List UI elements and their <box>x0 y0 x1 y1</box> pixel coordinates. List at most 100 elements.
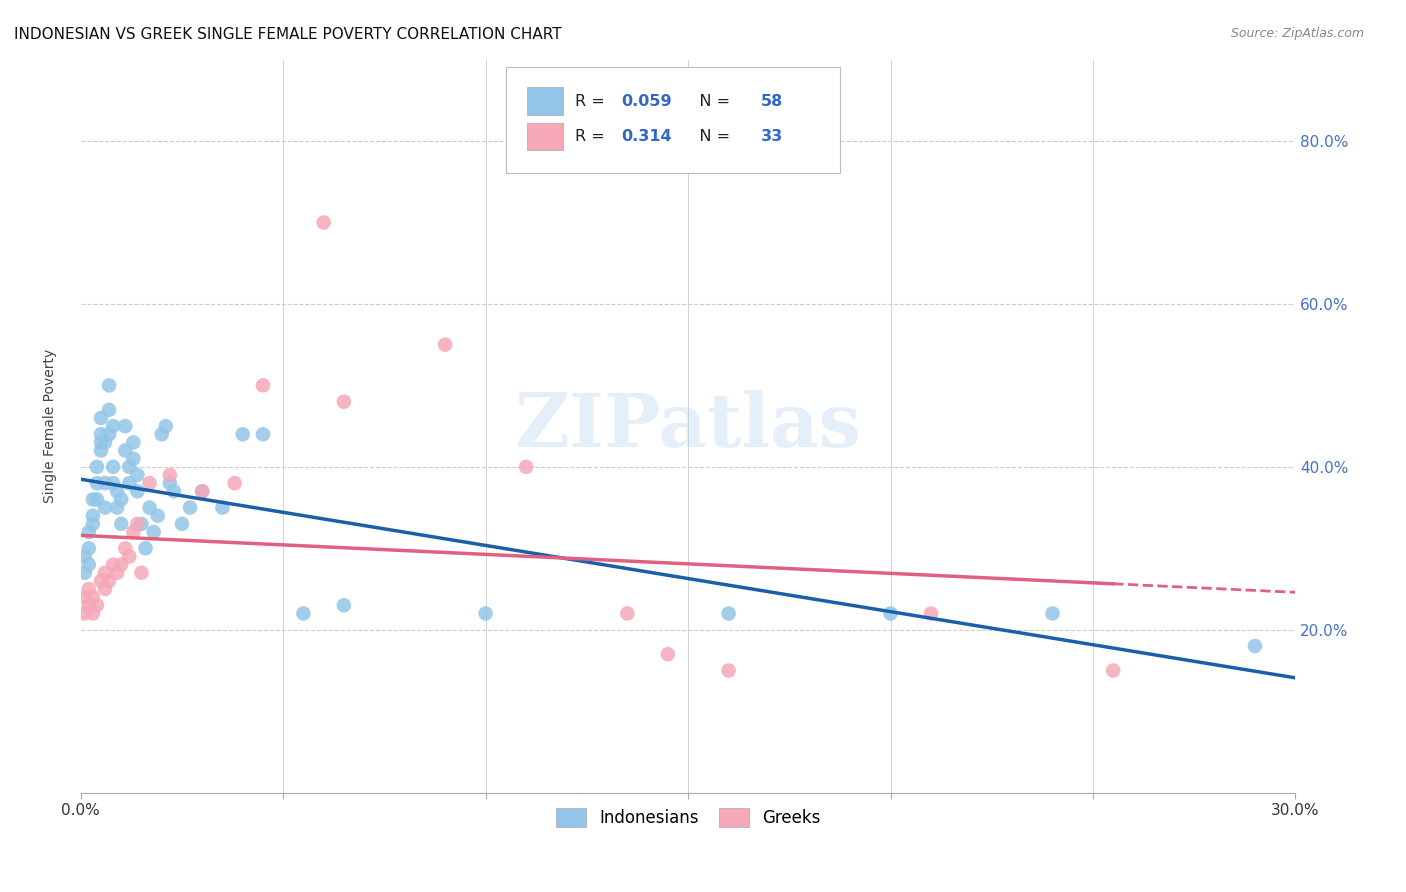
Point <box>717 664 740 678</box>
Point <box>159 476 181 491</box>
Legend: Indonesians, Greeks: Indonesians, Greeks <box>547 800 828 836</box>
FancyBboxPatch shape <box>506 67 839 173</box>
Point <box>515 459 537 474</box>
Point <box>122 435 145 450</box>
Point <box>252 378 274 392</box>
Point <box>163 484 186 499</box>
Point <box>717 607 740 621</box>
Point <box>131 516 153 531</box>
Point <box>77 599 100 613</box>
Point <box>232 427 254 442</box>
Point <box>142 524 165 539</box>
Text: 33: 33 <box>761 129 783 145</box>
Point <box>90 574 112 588</box>
Point <box>211 500 233 515</box>
Point <box>86 492 108 507</box>
Point <box>110 516 132 531</box>
Point <box>122 451 145 466</box>
Point <box>333 394 356 409</box>
Point <box>90 427 112 442</box>
Point <box>1042 607 1064 621</box>
Y-axis label: Single Female Poverty: Single Female Poverty <box>44 349 58 503</box>
Point <box>179 500 201 515</box>
Point <box>118 459 141 474</box>
Point <box>90 411 112 425</box>
Point <box>118 549 141 564</box>
Text: 0.314: 0.314 <box>621 129 672 145</box>
Text: N =: N = <box>685 94 735 109</box>
Point <box>333 599 356 613</box>
Point <box>77 582 100 596</box>
Point <box>101 476 124 491</box>
Point <box>86 476 108 491</box>
Text: R =: R = <box>575 129 610 145</box>
Point <box>114 419 136 434</box>
Point <box>1244 639 1267 653</box>
FancyBboxPatch shape <box>526 122 562 151</box>
Point <box>110 558 132 572</box>
Point <box>920 607 942 621</box>
Point <box>159 468 181 483</box>
Point <box>105 484 128 499</box>
Point <box>94 500 117 515</box>
Point <box>122 524 145 539</box>
Point <box>101 419 124 434</box>
FancyBboxPatch shape <box>526 87 562 115</box>
Point <box>101 459 124 474</box>
Point <box>150 427 173 442</box>
Point <box>86 599 108 613</box>
Point <box>82 492 104 507</box>
Point <box>77 558 100 572</box>
Point <box>114 443 136 458</box>
Point <box>434 337 457 351</box>
Point <box>110 492 132 507</box>
Point <box>94 435 117 450</box>
Point <box>134 541 156 556</box>
Point <box>191 484 214 499</box>
Point <box>127 484 149 499</box>
Point <box>82 607 104 621</box>
Point <box>73 566 96 580</box>
Point <box>86 459 108 474</box>
Text: N =: N = <box>685 129 735 145</box>
Point <box>73 607 96 621</box>
Point <box>118 476 141 491</box>
Point <box>224 476 246 491</box>
Text: ZIPatlas: ZIPatlas <box>515 390 862 463</box>
Point <box>98 378 121 392</box>
Point <box>474 607 496 621</box>
Point <box>101 558 124 572</box>
Point <box>90 443 112 458</box>
Point <box>77 541 100 556</box>
Point <box>879 607 901 621</box>
Text: 58: 58 <box>761 94 783 109</box>
Point <box>127 468 149 483</box>
Point <box>114 541 136 556</box>
Point <box>82 516 104 531</box>
Point <box>138 500 160 515</box>
Point <box>105 566 128 580</box>
Point <box>170 516 193 531</box>
Point <box>138 476 160 491</box>
Point <box>73 590 96 604</box>
Point <box>77 524 100 539</box>
Point <box>82 590 104 604</box>
Point <box>73 549 96 564</box>
Text: 0.059: 0.059 <box>621 94 672 109</box>
Point <box>146 508 169 523</box>
Point <box>127 516 149 531</box>
Point <box>98 402 121 417</box>
Point <box>191 484 214 499</box>
Point <box>312 215 335 229</box>
Point <box>90 435 112 450</box>
Point <box>657 647 679 661</box>
Text: R =: R = <box>575 94 610 109</box>
Point <box>1102 664 1125 678</box>
Point <box>98 427 121 442</box>
Point <box>292 607 315 621</box>
Text: INDONESIAN VS GREEK SINGLE FEMALE POVERTY CORRELATION CHART: INDONESIAN VS GREEK SINGLE FEMALE POVERT… <box>14 27 561 42</box>
Point <box>94 582 117 596</box>
Point <box>155 419 177 434</box>
Point <box>94 566 117 580</box>
Text: Source: ZipAtlas.com: Source: ZipAtlas.com <box>1230 27 1364 40</box>
